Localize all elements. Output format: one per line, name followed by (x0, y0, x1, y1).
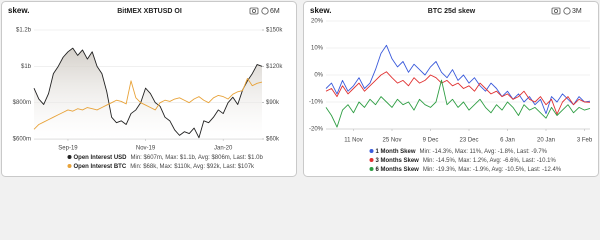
legend-item: 6 Months Skew Min: -19.3%, Max: -1.9%, Av… (369, 167, 562, 173)
x-tick-label: 20 Jan (537, 138, 555, 144)
legend-summary: Min: -19.3%, Max: -1.9%, Avg: -10.5%, La… (423, 167, 562, 173)
range-button[interactable]: 3M (572, 8, 582, 15)
legend-summary: Min: $607m, Max: $1.1b, Avg: $806m, Last… (131, 155, 264, 161)
y-tick-label: $800m (13, 100, 31, 106)
legend-item: Open Interest BTC Min: $68k, Max: $110k, … (67, 164, 256, 170)
legend-summary: Min: -14.5%, Max: 1.2%, Avg: -6.6%, Last… (423, 158, 557, 164)
legend-swatch (369, 167, 374, 171)
area (34, 48, 262, 139)
x-tick-label: 25 Nov (382, 138, 401, 144)
legend-name: Open Interest USD (74, 155, 128, 161)
legend-swatch (369, 149, 374, 153)
camera-lens (554, 8, 559, 13)
dashboard: skew. BitMEX XBTUSD OI 6M $600m $800m $1b $1.2… (1, 1, 599, 177)
x-tick-label: Jan-20 (214, 146, 233, 152)
legend-item: 3 Months Skew Min: -14.5%, Max: 1.2%, Avg… (369, 158, 557, 164)
legend-name: Open Interest BTC (74, 164, 127, 170)
y-tick-label: 20% (311, 19, 324, 25)
x-tick-label: Nov-19 (136, 146, 156, 152)
legend-item: 1 Month Skew Min: -14.3%, Max: 11%, Avg: … (369, 149, 548, 155)
y-tick-label: $1.2b (16, 28, 32, 34)
legend-swatch (67, 155, 72, 159)
legend-item: Open Interest USD Min: $607m, Max: $1.1b,… (67, 155, 264, 161)
panel (303, 1, 599, 177)
y2-tick-label: $150k (266, 28, 283, 34)
x-tick-label: 9 Dec (423, 138, 439, 144)
y2-tick-label: $120k (266, 64, 283, 70)
legend-text: 6 Months Skew Min: -19.3%, Max: -1.9%, Av… (376, 167, 562, 173)
line (33, 47, 263, 139)
legend-text: Open Interest BTC Min: $68k, Max: $110k, … (74, 164, 256, 170)
legend-text: 1 Month Skew Min: -14.3%, Max: 11%, Avg: … (376, 149, 548, 155)
clock-icon[interactable] (261, 7, 269, 15)
line (325, 71, 591, 115)
y2-tick-label: $90k (266, 100, 280, 106)
line (325, 79, 591, 128)
y-tick-label: 10% (311, 46, 324, 52)
y-tick-label: 0% (314, 73, 323, 79)
camera-lens (251, 8, 256, 13)
camera-icon[interactable] (551, 7, 561, 15)
legend-summary: Min: $68k, Max: $110k, Avg: $92k, Last: … (130, 164, 255, 170)
y2-tick-label: $60k (266, 137, 280, 143)
x-tick-label: 11 Nov (344, 138, 363, 144)
x-tick-label: 6 Jan (500, 138, 515, 144)
brand-logo: skew. (310, 6, 332, 15)
brand-logo: skew. (8, 6, 30, 15)
chart-title: BTC 25d skew (428, 8, 476, 15)
x-tick-label: 23 Dec (459, 138, 478, 144)
page: skew. BitMEX XBTUSD OI 6M $600m $800m $1b $1.2… (0, 0, 600, 178)
legend-text: 3 Months Skew Min: -14.5%, Max: 1.2%, Avg… (376, 158, 557, 164)
chart-title: BitMEX XBTUSD OI (117, 8, 182, 15)
toolbar-icons (249, 7, 571, 15)
y-tick-label: $600m (13, 137, 31, 143)
line (325, 44, 591, 115)
y-tick-label: -10% (309, 100, 324, 106)
legend-name: 3 Months Skew (376, 158, 420, 164)
clock-icon[interactable] (563, 7, 571, 15)
y-tick-label: $1b (21, 64, 32, 70)
camera-icon[interactable] (249, 7, 259, 15)
legend-swatch (67, 164, 72, 168)
line (33, 77, 263, 130)
legend-name: 1 Month Skew (376, 149, 416, 155)
legend-swatch (369, 158, 374, 162)
x-tick-label: 3 Feb (577, 138, 593, 144)
x-tick-label: Sep-19 (58, 146, 78, 152)
y-tick-label: -20% (309, 127, 324, 133)
range-button[interactable]: 6M (270, 8, 280, 15)
legend-summary: Min: -14.3%, Max: 11%, Avg: -1.8%, Last:… (420, 149, 548, 155)
legend-name: 6 Months Skew (376, 167, 420, 173)
legend-text: Open Interest USD Min: $607m, Max: $1.1b,… (74, 155, 264, 161)
